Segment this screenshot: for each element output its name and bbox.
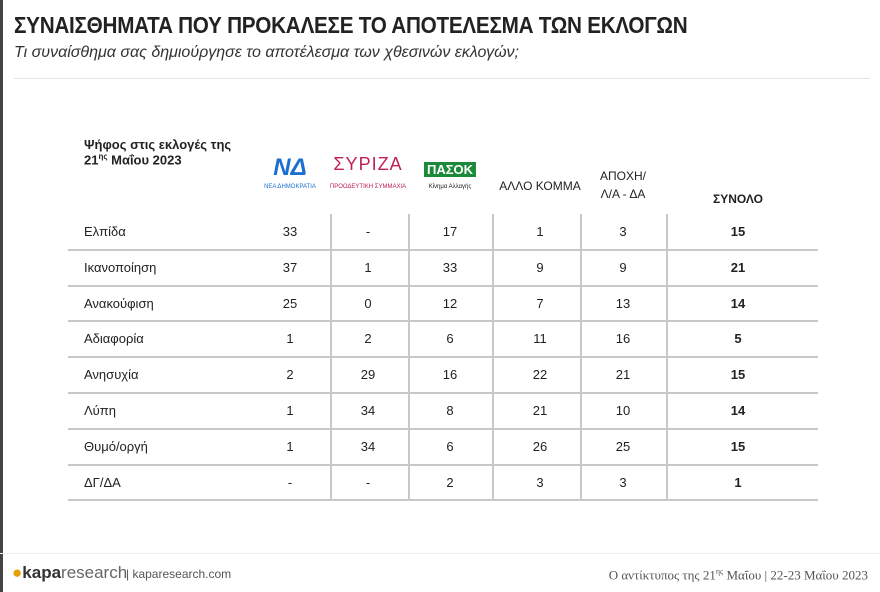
cell: 5	[734, 331, 742, 347]
cell: 21	[615, 367, 631, 383]
row-label: Ελπίδα	[84, 223, 126, 239]
cell: 1	[536, 223, 544, 239]
caption-line: Ψήφος στις εκλογές της	[84, 137, 232, 152]
row-line	[68, 463, 818, 466]
cell: 0	[364, 295, 372, 311]
row-line	[68, 499, 818, 502]
cell: -	[365, 474, 371, 490]
brand-bold: kapa	[22, 563, 62, 582]
cell: 33	[282, 223, 298, 239]
suffix: ης	[98, 152, 108, 161]
edge-bar	[0, 0, 3, 592]
row-label: Ικανοποίηση	[84, 259, 157, 275]
cell: 15	[730, 438, 746, 454]
row-line	[68, 392, 818, 394]
party-subtitle: ΠΡΟΟΔΕΥΤΙΚΗ ΣΥΜΜΑΧΙΑ	[329, 184, 407, 190]
cell: 1	[286, 331, 294, 347]
cell: -	[287, 474, 293, 490]
footer-suffix: ης	[715, 567, 724, 576]
column-line	[492, 214, 494, 501]
column-header: ΑΛΛΟ ΚΟΜΜΑ	[499, 179, 581, 193]
cell: 16	[442, 367, 458, 383]
row-line	[68, 320, 818, 323]
cell: 8	[446, 402, 454, 418]
site: | kaparesearch.com	[126, 567, 232, 581]
column-line	[408, 214, 410, 501]
party-subtitle: ΝΕΑ ΔΗΜΟΚΡΑΤΙΑ	[264, 184, 316, 190]
date-rest: Μαΐου 2023	[107, 152, 182, 168]
cell: 1	[286, 438, 294, 454]
row-line	[68, 248, 818, 251]
row-line	[68, 356, 818, 359]
subtitle: Τι συναίσθημα σας δημιούργησε το αποτέλε…	[14, 44, 519, 61]
brand-light: research	[61, 563, 128, 582]
column-line	[330, 214, 332, 501]
footer-right: Μαΐου | 22-23 Μαΐου 2023	[723, 567, 868, 583]
row-label: ΔΓ/ΔΑ	[84, 474, 121, 490]
cell: 33	[442, 259, 458, 275]
cell: 16	[615, 331, 631, 347]
cell: 3	[619, 474, 627, 490]
footer-left: Ο αντίκτυπος της 21	[608, 567, 716, 583]
site-url: kaparesearch.com	[132, 567, 232, 581]
cell: 6	[446, 331, 454, 347]
cell: 9	[619, 259, 627, 275]
cell: 2	[286, 367, 294, 383]
row-label: Αδιαφορία	[84, 331, 144, 347]
title: ΣΥΝΑΙΣΘΗΜΑΤΑ ΠΟΥ ΠΡΟΚΑΛΕΣΕ ΤΟ ΑΠΟΤΕΛΕΣΜΑ…	[14, 12, 688, 38]
party-logo: ΝΔ	[273, 154, 307, 181]
cell: 17	[442, 223, 458, 239]
cell: 10	[615, 402, 631, 418]
cell: 37	[282, 259, 298, 275]
cell: 14	[730, 295, 746, 311]
cell: 34	[360, 402, 376, 418]
cell: 2	[364, 331, 372, 347]
cell: 21	[532, 402, 548, 418]
cell: 11	[533, 331, 547, 347]
cell: 3	[536, 474, 544, 490]
row-line	[68, 284, 818, 287]
cell: 34	[360, 438, 376, 454]
cell: 1	[734, 474, 742, 490]
cell: 25	[615, 438, 631, 454]
column-header: ΣΥΝΟΛΟ	[713, 192, 763, 206]
cell: 14	[730, 402, 746, 418]
row-label: Ανακούφιση	[84, 295, 154, 311]
cell: 15	[730, 367, 746, 383]
cell: 2	[446, 474, 454, 490]
cell: 6	[446, 438, 454, 454]
cell: 7	[536, 295, 544, 311]
cell: 15	[730, 223, 746, 239]
brand: ●kaparesearch	[12, 563, 128, 582]
cell: 22	[532, 367, 548, 383]
cell: 13	[615, 295, 631, 311]
cell: -	[365, 223, 371, 239]
cell: 3	[619, 223, 627, 239]
cell: 21	[730, 259, 746, 275]
party-logo: ΠΑΣΟΚ	[423, 162, 477, 177]
column-line	[580, 214, 582, 501]
footer-divider	[0, 553, 880, 554]
row-label: Θυμό/οργή	[84, 438, 148, 454]
footer-note: Ο αντίκτυπος της 21ης Μαΐου | 22-23 Μαΐο…	[609, 567, 868, 583]
divider	[14, 78, 870, 79]
party-logo: ΣΥΡΙΖΑ	[333, 154, 403, 174]
cell: 1	[286, 402, 294, 418]
cell: 9	[536, 259, 544, 275]
column-line	[666, 214, 668, 501]
caption-date: 21ης Μαΐου 2023	[84, 152, 231, 167]
column-header: ΑΠΟΧΗ/ Λ/Α - ΔΑ	[599, 169, 646, 201]
day: 21	[84, 152, 99, 168]
row-label: Ανησυχία	[84, 367, 139, 383]
party-subtitle: Κίνημα Αλλαγής	[428, 184, 472, 190]
cell: 1	[364, 259, 372, 275]
cell: 12	[442, 295, 458, 311]
row-line	[68, 427, 818, 430]
cell: 29	[360, 367, 376, 383]
row-label: Λύπη	[84, 402, 116, 418]
cell: 25	[282, 295, 298, 311]
caption: Ψήφος στις εκλογές της 21ης Μαΐου 2023	[84, 137, 231, 167]
cell: 26	[532, 438, 548, 454]
